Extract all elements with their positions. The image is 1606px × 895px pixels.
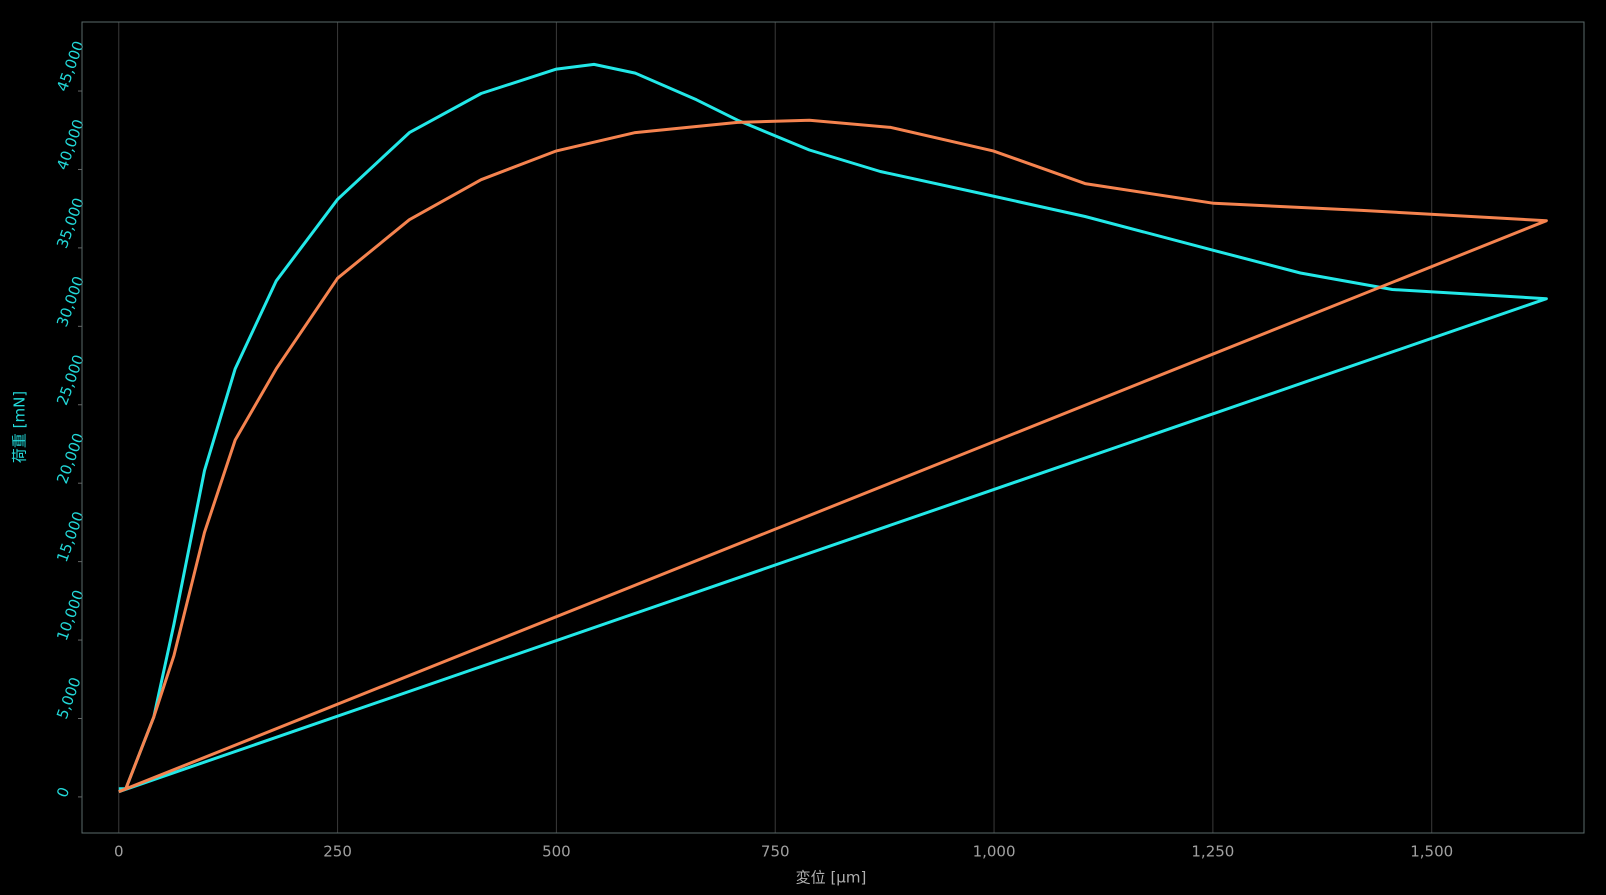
plot-frame	[81, 21, 1585, 834]
x-tick-label: 500	[542, 843, 571, 861]
x-tick-label: 250	[323, 843, 352, 861]
data-line	[118, 118, 1548, 794]
x-tick-label: 1,500	[1410, 843, 1453, 861]
y-axis-label: 荷重 [mN]	[11, 391, 29, 463]
x-tick-label: 1,000	[973, 843, 1016, 861]
x-tick-label: 1,250	[1191, 843, 1234, 861]
x-axis-label: 変位 [μm]	[796, 869, 867, 887]
x-tick-label: 0	[114, 843, 124, 861]
x-tick-label: 750	[761, 843, 790, 861]
data-line	[118, 62, 1548, 794]
